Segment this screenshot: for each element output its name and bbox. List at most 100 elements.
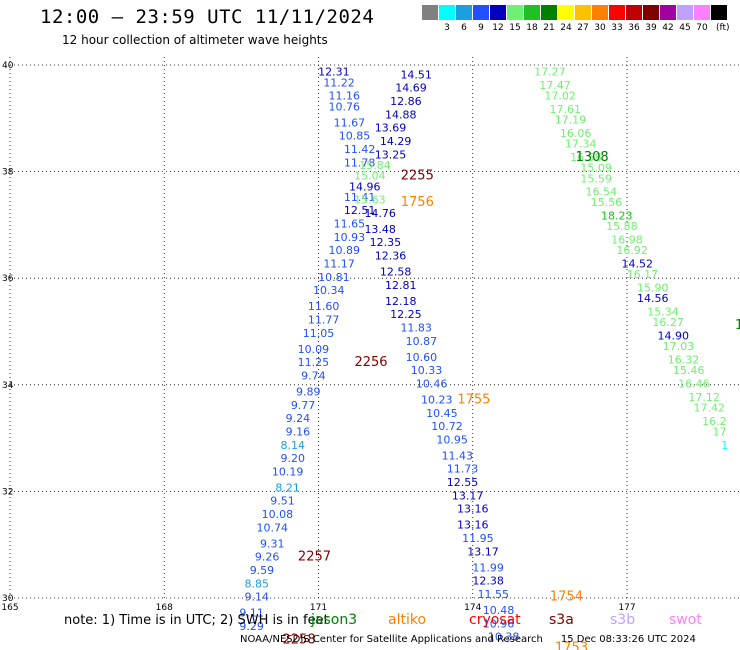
satellite-label-altiko: altiko — [388, 612, 427, 628]
wave-height-value: 10.72 — [431, 420, 463, 433]
color-swatch — [694, 5, 711, 20]
wave-height-value: 14.90 — [658, 329, 690, 342]
pass-time-label: 1309 — [735, 318, 740, 333]
wave-height-value: 8.21 — [275, 481, 300, 494]
color-swatch — [558, 5, 575, 20]
wave-height-value: 10.09 — [298, 343, 330, 356]
color-scale-label: 15 — [509, 23, 521, 33]
wave-height-value: 10.23 — [421, 393, 453, 406]
color-swatch — [677, 5, 694, 20]
color-scale-unit: (ft) — [716, 23, 730, 33]
color-swatch — [609, 5, 626, 20]
pass-time-label: 2258 — [283, 632, 316, 647]
color-scale-label: 12 — [492, 23, 504, 33]
page-title: 12:00 — 23:59 UTC 11/11/2024 — [40, 6, 375, 28]
wave-height-value: 10.33 — [411, 364, 443, 377]
page-subtitle: 12 hour collection of altimeter wave hei… — [62, 33, 328, 47]
wave-height-value: 16.27 — [652, 316, 684, 329]
lon-tick-label: 171 — [310, 603, 327, 613]
wave-height-value: 16.46 — [678, 377, 710, 390]
color-swatch — [507, 5, 524, 20]
wave-height-value: 11.73 — [447, 463, 479, 476]
wave-height-value: 11.83 — [400, 322, 432, 335]
satellite-label-swot: swot — [669, 612, 702, 628]
wave-height-value: 8.14 — [281, 439, 306, 452]
satellite-label-jason3: jason3 — [311, 612, 358, 628]
lat-tick-label: 40 — [2, 61, 14, 71]
wave-height-value: 16.58 — [570, 151, 602, 164]
wave-height-value: 8.85 — [245, 577, 270, 590]
wave-height-value: 11.43 — [442, 449, 474, 462]
wave-height-value: 11.16 — [328, 90, 360, 103]
wave-height-value: 12.55 — [447, 476, 479, 489]
color-swatch — [711, 5, 728, 20]
wave-height-value: 9.20 — [281, 452, 306, 465]
wave-height-value: 10.95 — [436, 433, 468, 446]
credit-line: NOAA/NESDIS Center for Satellite Applica… — [240, 634, 696, 645]
wave-height-value: 14.69 — [395, 82, 427, 95]
wave-height-value: 15.84 — [359, 159, 391, 172]
wave-height-value: 15.09 — [580, 162, 612, 175]
pass-time-label: 1753 — [555, 640, 588, 650]
color-swatch — [490, 5, 507, 20]
lat-tick-label: 36 — [2, 274, 14, 284]
wave-height-value: 16.06 — [560, 127, 592, 140]
wave-height-value: 11.65 — [334, 218, 366, 231]
color-scale-label: 45 — [679, 23, 691, 33]
wave-height-value: 9.59 — [250, 564, 275, 577]
color-swatch — [439, 5, 456, 20]
wave-height-value: 17.42 — [694, 401, 726, 414]
wave-height-value: 15.88 — [606, 220, 638, 233]
wave-height-value: 18.23 — [601, 210, 633, 223]
wave-height-value: 10.48 — [483, 604, 515, 617]
wave-height-value: 12.18 — [385, 295, 417, 308]
wave-height-value: 9.74 — [301, 369, 326, 382]
lon-tick-label: 174 — [464, 603, 481, 613]
lon-tick-label: 177 — [618, 603, 635, 613]
wave-height-value: 11.77 — [308, 314, 340, 327]
generated-timestamp: 15 Dec 08:33:26 UTC 2024 — [560, 634, 696, 645]
color-scale-label: 27 — [577, 23, 589, 33]
wave-height-value: 9.26 — [255, 551, 280, 564]
wave-height-value: 12.58 — [380, 266, 412, 279]
color-scale-label: 24 — [560, 23, 572, 33]
wave-height-value: 13.25 — [375, 148, 407, 161]
color-swatch — [592, 5, 609, 20]
color-scale-label: 33 — [611, 23, 623, 33]
wave-height-value: 9.89 — [296, 385, 321, 398]
pass-time-label: 2256 — [354, 355, 387, 370]
wave-height-value: 12.35 — [370, 236, 402, 249]
wave-height-value: 10.74 — [256, 521, 288, 534]
color-scale-label: 21 — [543, 23, 555, 33]
wave-height-value: 17.34 — [565, 138, 597, 151]
wave-height-value: 13.48 — [364, 223, 396, 236]
wave-height-value: 10.60 — [406, 351, 438, 364]
wave-height-value: 14.52 — [622, 258, 654, 271]
wave-height-value: 9.29 — [239, 620, 264, 633]
wave-height-value: 15.04 — [354, 170, 386, 183]
color-scale-label: 6 — [461, 23, 467, 33]
wave-height-value: 11.05 — [303, 327, 335, 340]
footer-note: note: 1) Time is in UTC; 2) SWH is in fe… — [64, 613, 329, 628]
color-swatch — [575, 5, 592, 20]
wave-height-value: 17.02 — [544, 90, 576, 103]
wave-height-value: 13.16 — [457, 503, 489, 516]
wave-height-value: 11.95 — [462, 532, 494, 545]
wave-height-value: 17.12 — [688, 391, 720, 404]
color-swatch — [660, 5, 677, 20]
lon-tick-label: 165 — [1, 603, 18, 613]
pass-time-label: 1755 — [457, 392, 490, 407]
wave-height-value: 10.85 — [339, 130, 371, 143]
wave-height-value: 17.61 — [550, 103, 582, 116]
wave-height-value: 15.46 — [673, 364, 705, 377]
color-scale-label: 70 — [696, 23, 708, 33]
wave-height-value: 16.92 — [616, 244, 648, 257]
color-swatch — [422, 5, 439, 20]
wave-height-value: 17.47 — [539, 79, 571, 92]
wave-height-value: 16.17 — [627, 268, 659, 281]
wave-height-value: 11.41 — [344, 191, 376, 204]
pass-time-label: 1754 — [550, 590, 583, 605]
wave-height-value: 15.34 — [647, 306, 679, 319]
wave-height-value: 15.63 — [354, 194, 386, 207]
